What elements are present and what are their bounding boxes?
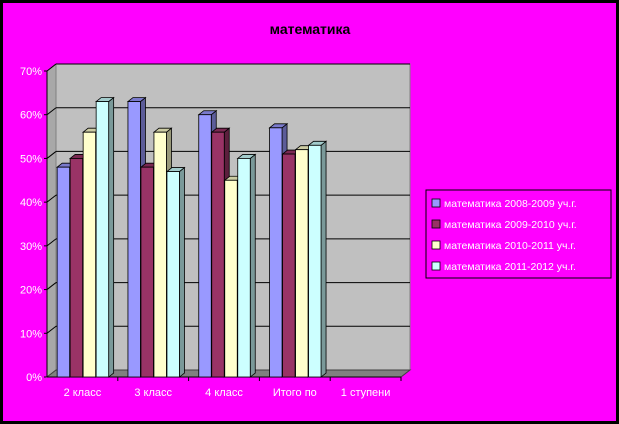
bar-front: [224, 179, 238, 378]
y-tick-label: 20%: [20, 285, 42, 297]
y-tick-labels: 0% 10% 20% 30% 40% 50% 60% 70%: [20, 66, 42, 384]
gridline-depth: [46, 282, 57, 290]
legend-item: математика 2010-2011 уч.г.: [431, 240, 576, 252]
x-category-label: 3 класс: [134, 387, 172, 399]
bar-front: [56, 166, 71, 378]
y-tick-label: 50%: [20, 153, 42, 165]
legend-item: математика 2008-2009 уч.г.: [431, 198, 577, 210]
bars: [56, 96, 328, 378]
bar-front: [269, 127, 283, 378]
x-category-labels: 2 класс 3 класс 4 класс Итого по 1 ступени: [64, 387, 391, 399]
y-tick-label: 70%: [20, 66, 42, 78]
y-tick-label: 60%: [20, 110, 42, 122]
x-category-label: Итого по: [273, 387, 317, 399]
bar-front: [295, 149, 309, 378]
legend-label: математика 2009-2010 уч.г.: [444, 219, 577, 231]
legend-label: математика 2008-2009 уч.г.: [444, 198, 577, 210]
legend-item: математика 2009-2010 уч.г.: [431, 219, 577, 231]
chart-frame: математика 0% 10% 20% 30% 40% 50% 60% 70% 2 кла…: [3, 3, 616, 421]
bar-front: [166, 171, 180, 378]
legend-label: математика 2010-2011 уч.г.: [444, 240, 576, 252]
gridline-depth: [46, 107, 57, 116]
legend-swatch: [431, 240, 441, 250]
legend-swatch: [431, 219, 441, 229]
x-category-label: 1 ступени: [341, 387, 391, 399]
bar-front: [282, 153, 296, 378]
y-tick-label: 10%: [20, 328, 42, 340]
bar-front: [153, 131, 167, 378]
y-tick-label: 30%: [20, 241, 42, 253]
bar: [236, 153, 257, 378]
chart-svg: математика 0% 10% 20% 30% 40% 50% 60% 70% 2 кла…: [20, 21, 612, 399]
bar-front: [211, 131, 225, 378]
bar-side: [108, 96, 115, 378]
gridline-depth: [46, 151, 57, 159]
legend: математика 2008-2009 уч.г. математика 200…: [425, 189, 612, 279]
bar-front: [82, 131, 97, 378]
y-tick-label: 0%: [26, 372, 42, 384]
x-category-label: 2 класс: [64, 387, 102, 399]
y-tick-label: 40%: [20, 197, 42, 209]
bar-front: [308, 144, 322, 378]
gridline-depth: [46, 325, 57, 334]
bar-front: [95, 101, 110, 378]
bar-front: [140, 166, 154, 378]
bar-side: [320, 140, 327, 378]
bar: [165, 166, 186, 378]
bar-front: [198, 114, 212, 378]
legend-swatch: [431, 198, 441, 208]
bar: [307, 140, 328, 378]
gridline-depth: [46, 63, 57, 72]
legend-item: математика 2011-2012 уч.г.: [431, 261, 576, 273]
bar-front: [127, 101, 141, 378]
bar-front: [69, 158, 84, 378]
bar-side: [179, 166, 185, 378]
legend-swatch: [431, 261, 441, 271]
legend-label: математика 2011-2012 уч.г.: [444, 261, 576, 273]
bar-front: [237, 158, 251, 378]
gridline-depth: [46, 238, 57, 247]
chart-title: математика: [270, 21, 351, 37]
gridline-depth: [46, 194, 57, 203]
bar-side: [249, 153, 256, 378]
bar: [95, 96, 115, 378]
legend-box: [425, 189, 612, 279]
x-category-label: 4 класс: [205, 387, 243, 399]
